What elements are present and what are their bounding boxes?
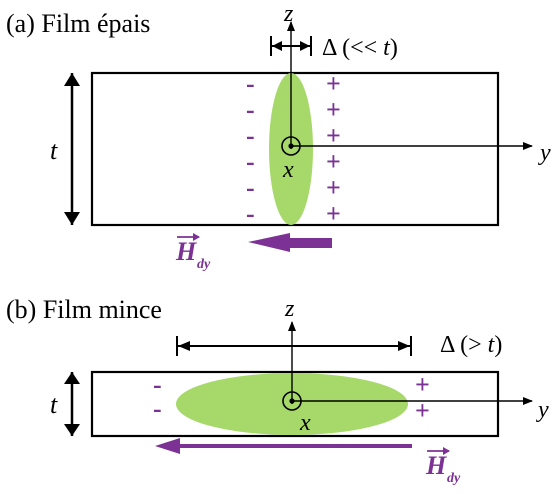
charges-b: - - + + — [153, 370, 430, 425]
minus-charge: - — [246, 173, 255, 202]
plus-charge: + — [326, 199, 341, 228]
thickness-arrowhead-bottom-b — [64, 424, 80, 436]
delta-arrowhead-left-a — [272, 41, 282, 51]
delta-label-b: Δ (> t) — [440, 332, 502, 358]
panel-a-title: (a) Film épais — [6, 9, 150, 38]
film-a — [90, 71, 500, 227]
panel-b-title: (b) Film mince — [6, 295, 162, 324]
plus-charge: + — [326, 147, 341, 176]
vector-arrowhead-a — [193, 233, 200, 241]
field-arrowhead-b — [155, 438, 180, 454]
thickness-arrowhead-bottom-a — [64, 212, 80, 225]
z-label-a: z — [283, 1, 294, 27]
field-label-a: H dy — [175, 233, 211, 272]
field-subscript-a: dy — [197, 257, 211, 272]
x-axis-symbol-a — [281, 136, 301, 156]
minus-charge: - — [246, 121, 255, 150]
plus-charge: + — [326, 121, 341, 150]
field-symbol-b: H — [425, 451, 447, 480]
thickness-arrowhead-top-a — [64, 73, 80, 86]
delta-arrowhead-right-a — [300, 41, 310, 51]
panel-a: (a) Film épais z y x t Δ (<< t) - - - — [6, 1, 551, 272]
x-axis-dot-a — [288, 143, 294, 149]
field-arrow-a — [248, 233, 332, 252]
x-label-a: x — [282, 157, 294, 183]
thickness-arrowhead-top-b — [64, 372, 80, 384]
thickness-label-b: t — [50, 390, 58, 419]
field-subscript-b: dy — [447, 471, 461, 486]
delta-arrowhead-left-b — [178, 341, 190, 351]
plus-charge: + — [415, 396, 430, 425]
minus-charge: - — [246, 199, 255, 228]
x-axis-dot-b — [289, 398, 295, 404]
field-label-b: H dy — [425, 447, 461, 486]
plus-charge: + — [415, 370, 430, 399]
minus-charge: - — [153, 370, 162, 399]
charges-a: - - - - - - + + + + + + — [246, 69, 341, 228]
delta-label-a: Δ (<< t) — [322, 35, 398, 61]
minus-charge: - — [246, 147, 255, 176]
y-label-a: y — [538, 140, 551, 166]
delta-arrowhead-right-b — [398, 341, 410, 351]
panel-b: (b) Film mince z y x t Δ (> t) - - + — [6, 295, 549, 486]
x-label-b: x — [299, 410, 311, 436]
z-label-b: z — [284, 296, 295, 322]
plus-charge: + — [326, 95, 341, 124]
film-b — [90, 370, 500, 438]
thickness-label-a: t — [50, 136, 58, 165]
minus-charge: - — [246, 69, 255, 98]
plus-charge: + — [326, 69, 341, 98]
y-label-b: y — [536, 397, 549, 423]
field-symbol-a: H — [175, 237, 197, 266]
vector-arrowhead-b — [443, 447, 450, 455]
plus-charge: + — [326, 173, 341, 202]
minus-charge: - — [246, 95, 255, 124]
x-axis-symbol-b — [282, 391, 302, 411]
minus-charge: - — [153, 394, 162, 423]
